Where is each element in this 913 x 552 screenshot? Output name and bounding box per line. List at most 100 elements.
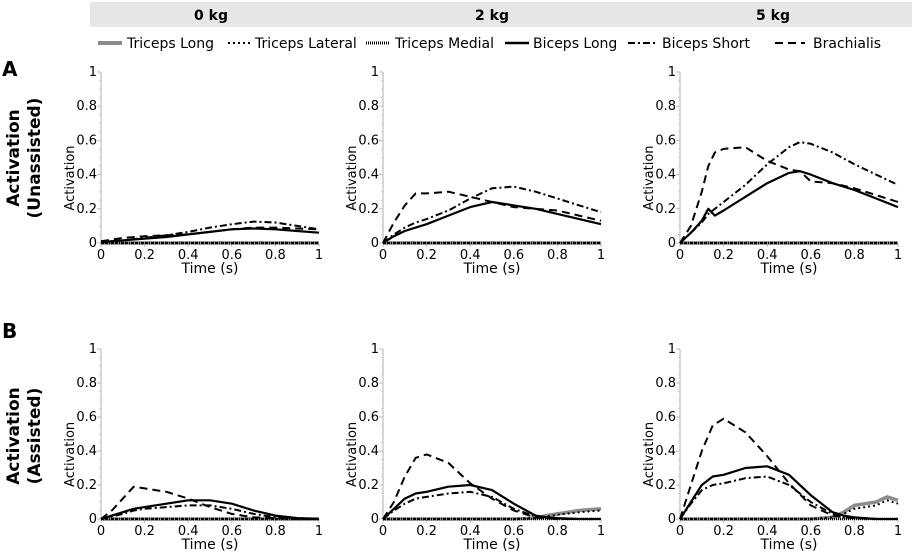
panel-a-5-kg-y-title: Activation bbox=[642, 145, 657, 210]
panel-a-0-kg-series-brachialis bbox=[100, 226, 320, 243]
panel-a-0-kg-ytick-label: 0 bbox=[89, 236, 97, 251]
panel-b-5-kg-ytick-label: 0.2 bbox=[655, 478, 676, 493]
panel-a-2-kg-series-biceps-long bbox=[382, 200, 602, 244]
panel-a-0-kg-ytick-label: 0.8 bbox=[76, 99, 97, 114]
panel-b-5-kg-ytick-label: 0.8 bbox=[655, 376, 676, 391]
panel-b-2-kg-xtick-label: 0.8 bbox=[547, 524, 568, 539]
panel-b-0-kg-xtick-label: 1 bbox=[315, 524, 323, 539]
panel-b-0-kg-y-title: Activation bbox=[63, 422, 78, 487]
panel-a-0-kg-ytick-label: 0.2 bbox=[76, 202, 97, 217]
panel-b-5-kg-series-triceps-lateral bbox=[680, 499, 899, 520]
panel-a-2-kg-ytick-label: 1 bbox=[371, 65, 379, 80]
panel-a-2-kg-series-biceps-short bbox=[382, 185, 602, 244]
column-header-0kg: 0 kg bbox=[194, 8, 228, 24]
legend-label-triceps-long: Triceps Long bbox=[126, 36, 214, 52]
panel-a-2-kg-xtick-label: 0.2 bbox=[416, 248, 437, 263]
panel-a-2-kg-xtick-label: 0.8 bbox=[547, 248, 568, 263]
panel-b-2-kg-xtick-label: 0 bbox=[379, 524, 387, 539]
column-header-5kg: 5 kg bbox=[756, 8, 790, 24]
panel-b-2-kg-xtick-label: 0.2 bbox=[416, 524, 437, 539]
panel-b-2-kg-series-brachialis bbox=[382, 453, 601, 520]
panel-b-2-kg-y-title: Activation bbox=[345, 422, 360, 487]
panel-b-0-kg-xtick-label: 0.2 bbox=[134, 524, 155, 539]
charts-grid: 0 0.2 0.4 0.6 0.8 1 0 0.2 0.4 0.6 0.8 1 Time (s) Acti… bbox=[63, 65, 902, 552]
panel-a-5-kg-ytick-label: 0 bbox=[668, 236, 676, 251]
panel-b-2-kg-ytick-label: 0.2 bbox=[358, 478, 379, 493]
panel-a-2-kg-ytick-label: 0.6 bbox=[358, 133, 379, 148]
panel-b-5-kg-ytick-label: 0.6 bbox=[655, 410, 676, 425]
panel-b-2-kg-ytick-label: 0.4 bbox=[358, 444, 379, 459]
panel-b-0-kg-ytick-label: 0.2 bbox=[76, 478, 97, 493]
panel-a-0-kg-ytick-label: 0.4 bbox=[76, 168, 97, 183]
panel-b-5-kg-ytick-label: 0.4 bbox=[655, 444, 676, 459]
panel-b-5-kg-xtick-label: 0.6 bbox=[800, 524, 821, 539]
legend-label-biceps-long: Biceps Long bbox=[533, 36, 617, 52]
panel-a-5-kg-x-title: Time (s) bbox=[760, 261, 818, 277]
panel-a-2-kg-y-title: Activation bbox=[345, 145, 360, 210]
panel-a-0-kg-ytick-label: 1 bbox=[89, 65, 97, 80]
panel-a-5-kg-xtick-label: 0.2 bbox=[713, 248, 734, 263]
panel-a-0-kg-xtick-label: 0 bbox=[97, 248, 105, 263]
panel-b-0-kg-ytick-label: 0 bbox=[89, 512, 97, 527]
panel-b-5-kg-y-title: Activation bbox=[642, 422, 657, 487]
panel-a-5-kg-xtick-label: 0.8 bbox=[844, 248, 865, 263]
panel-b-5-kg-series-biceps-short bbox=[679, 475, 898, 520]
column-header-bar bbox=[90, 2, 912, 27]
row-label-b-line2: (Assisted) bbox=[25, 388, 45, 485]
panel-b-0-kg-xtick-label: 0.8 bbox=[265, 524, 286, 539]
panel-a-2-kg-xtick-label: 1 bbox=[597, 248, 605, 263]
panel-b-0-kg-ytick-label: 0.8 bbox=[76, 376, 97, 391]
panel-a-2-kg-ytick-label: 0.4 bbox=[358, 168, 379, 183]
panel-b-2-kg-ytick-label: 0.8 bbox=[358, 376, 379, 391]
panel-a-5-kg-ytick-label: 1 bbox=[668, 65, 676, 80]
panel-b-5-kg-xtick-label: 0.8 bbox=[844, 524, 865, 539]
panel-a-5-kg-xtick-label: 0.4 bbox=[757, 248, 778, 263]
panel-a-0-kg-xtick-label: 0.2 bbox=[134, 248, 155, 263]
panel-b-2-kg-ytick-label: 1 bbox=[371, 342, 379, 357]
panel-a-2-kg-ytick-label: 0.2 bbox=[358, 202, 379, 217]
panel-a-2-kg-xtick-label: 0 bbox=[379, 248, 387, 263]
panel-a-5-kg-ytick-label: 0.8 bbox=[655, 99, 676, 114]
panel-b-0-kg-xtick-label: 0 bbox=[97, 524, 105, 539]
panel-b-0-kg-series-biceps-long bbox=[100, 499, 320, 521]
panel-a-0-kg-xtick-label: 0.4 bbox=[178, 248, 199, 263]
panel-a-0-kg-xtick-label: 1 bbox=[315, 248, 323, 263]
panel-b-2-kg-xtick-label: 1 bbox=[597, 524, 605, 539]
legend: Triceps Long Triceps Lateral Triceps Med… bbox=[98, 36, 881, 52]
panel-a-5-kg-xtick-label: 1 bbox=[894, 248, 902, 263]
panel-b-5-kg-x-title: Time (s) bbox=[760, 537, 818, 552]
legend-label-biceps-short: Biceps Short bbox=[662, 36, 751, 52]
panel-a-0-kg: 0 0.2 0.4 0.6 0.8 1 0 0.2 0.4 0.6 0.8 1 Time (s) Acti… bbox=[63, 65, 323, 277]
row-label-a-line2: (Unassisted) bbox=[25, 98, 45, 219]
panel-letter-a: A bbox=[2, 57, 18, 81]
panel-a-5-kg-series-biceps-long bbox=[679, 170, 899, 244]
panel-b-0-kg: 0 0.2 0.4 0.6 0.8 1 0 0.2 0.4 0.6 0.8 1 Time (s) Acti… bbox=[63, 342, 323, 552]
panel-a-2-kg-ytick-label: 0 bbox=[371, 236, 379, 251]
panel-b-2-kg-xtick-label: 0.4 bbox=[460, 524, 481, 539]
panel-b-5-kg-ytick-label: 1 bbox=[668, 342, 676, 357]
panel-b-5-kg: 0 0.2 0.4 0.6 0.8 1 0 0.2 0.4 0.6 0.8 1 Time (s) Acti… bbox=[642, 342, 902, 552]
legend-label-triceps-lateral: Triceps Lateral bbox=[254, 36, 357, 52]
panel-a-5-kg-series-brachialis bbox=[679, 146, 899, 244]
row-label-a-line1: Activation bbox=[4, 109, 24, 206]
panel-b-0-kg-ytick-label: 0.6 bbox=[76, 410, 97, 425]
panel-b-5-kg-series-triceps-long bbox=[680, 495, 899, 521]
panel-b-5-kg-xtick-label: 1 bbox=[894, 524, 902, 539]
panel-a-0-kg-y-title: Activation bbox=[63, 145, 78, 210]
panel-a-2-kg-ytick-label: 0.8 bbox=[358, 99, 379, 114]
panel-b-2-kg-ytick-label: 0 bbox=[371, 512, 379, 527]
panel-b-2-kg-x-title: Time (s) bbox=[463, 537, 521, 552]
panel-a-5-kg: 0 0.2 0.4 0.6 0.8 1 0 0.2 0.4 0.6 0.8 1 Time (s) Acti… bbox=[642, 65, 902, 277]
panel-b-0-kg-ytick-label: 1 bbox=[89, 342, 97, 357]
panel-b-5-kg-series-brachialis bbox=[679, 417, 898, 520]
panel-b-2-kg-series-biceps-short bbox=[382, 490, 601, 520]
panel-b-5-kg-xtick-label: 0.4 bbox=[757, 524, 778, 539]
legend-label-triceps-medial: Triceps Medial bbox=[394, 36, 494, 52]
panel-a-5-kg-ytick-label: 0.2 bbox=[655, 202, 676, 217]
panel-b-0-kg-series-biceps-short bbox=[100, 504, 319, 520]
panel-a-0-kg-x-title: Time (s) bbox=[181, 261, 239, 277]
panel-b-2-kg-xtick-label: 0.6 bbox=[503, 524, 524, 539]
panel-a-2-kg-series-brachialis bbox=[382, 190, 602, 244]
panel-b-5-kg-xtick-label: 0.2 bbox=[713, 524, 734, 539]
